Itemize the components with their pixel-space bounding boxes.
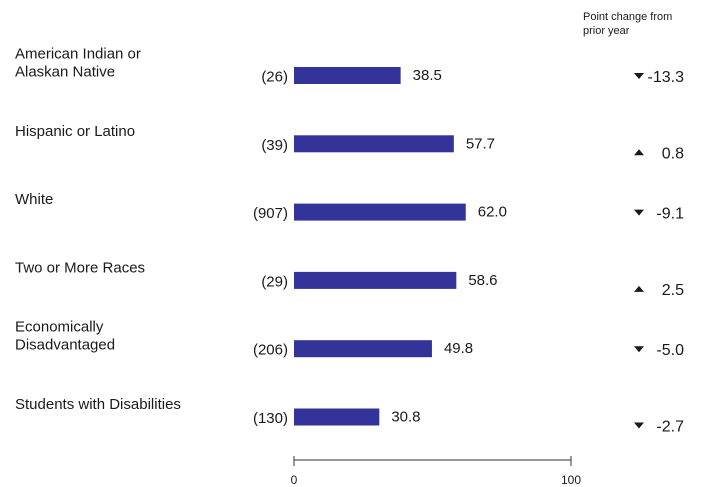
- count-label: (39): [261, 137, 288, 154]
- data-bar: [294, 408, 380, 426]
- down-arrow-icon: [634, 422, 644, 429]
- value-label: 49.8: [444, 340, 473, 357]
- data-bar: [294, 67, 401, 84]
- change-label: 0.8: [662, 145, 684, 162]
- count-label: (907): [253, 205, 288, 222]
- up-arrow-icon: [634, 285, 644, 292]
- change-label: -13.3: [648, 69, 685, 86]
- change-column-header: Point change from prior year: [583, 10, 698, 38]
- count-label: (130): [253, 410, 288, 427]
- change-label: -9.1: [656, 206, 684, 223]
- category-label: White: [15, 191, 53, 208]
- value-label: 30.8: [391, 409, 420, 426]
- change-label: 2.5: [662, 282, 684, 299]
- change-header-line-2: prior year: [583, 25, 630, 37]
- change-label: -5.0: [656, 342, 684, 359]
- value-label: 58.6: [468, 272, 497, 289]
- count-label: (29): [261, 273, 288, 290]
- data-bar: [294, 203, 466, 221]
- change-header-line-1: Point change from: [583, 11, 673, 23]
- x-tick-label: 0: [291, 473, 298, 487]
- down-arrow-icon: [634, 346, 644, 353]
- category-label: Two or More Races: [15, 259, 145, 276]
- category-label: Economically: [15, 319, 104, 336]
- down-arrow-icon: [634, 73, 644, 79]
- category-label: Hispanic or Latino: [15, 123, 135, 140]
- category-label: American Indian or: [15, 46, 141, 63]
- value-label: 57.7: [466, 135, 495, 152]
- count-label: (206): [253, 342, 288, 359]
- category-label: Alaskan Native: [15, 64, 115, 81]
- value-label: 62.0: [478, 204, 507, 221]
- data-bar: [294, 271, 457, 289]
- category-label: Students with Disabilities: [15, 396, 181, 413]
- up-arrow-icon: [634, 149, 644, 156]
- down-arrow-icon: [634, 209, 644, 216]
- value-label: 38.5: [413, 67, 442, 84]
- change-label: -2.7: [656, 419, 684, 436]
- data-bar: [294, 340, 432, 358]
- count-label: (26): [261, 69, 288, 86]
- data-bar: [294, 135, 454, 153]
- x-tick-label: 100: [561, 473, 581, 487]
- category-label: Disadvantaged: [15, 337, 115, 354]
